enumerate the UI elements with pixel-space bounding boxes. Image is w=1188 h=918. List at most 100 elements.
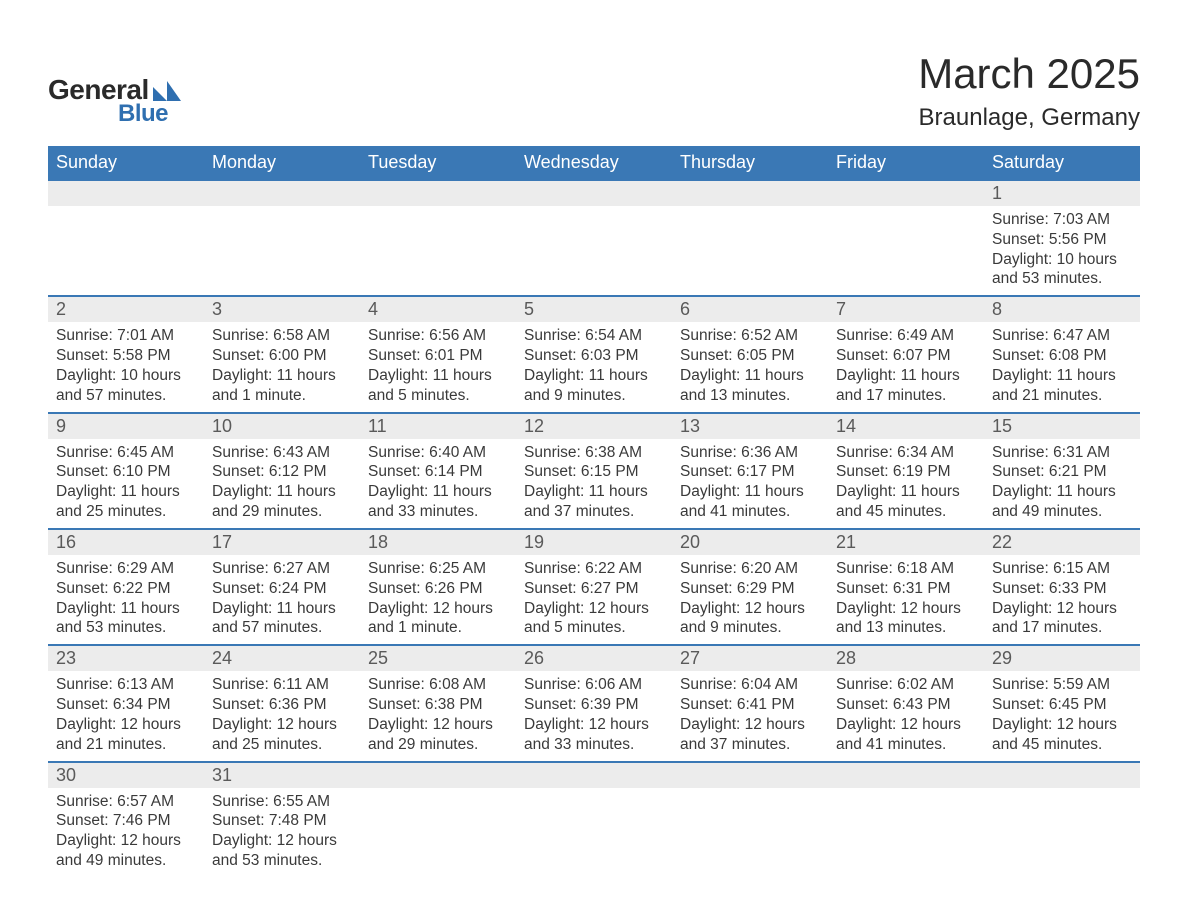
daylight-line: Daylight: 12 hours and 17 minutes. — [992, 599, 1132, 639]
day-number: 13 — [672, 414, 828, 439]
sunrise-line: Sunrise: 7:03 AM — [992, 210, 1132, 230]
sunset-line: Sunset: 6:15 PM — [524, 462, 664, 482]
sunrise-line: Sunrise: 6:18 AM — [836, 559, 976, 579]
weekday-header: Wednesday — [516, 146, 672, 180]
day-details: Sunrise: 6:29 AMSunset: 6:22 PMDaylight:… — [48, 555, 204, 644]
day-details — [828, 788, 984, 864]
day-details: Sunrise: 6:47 AMSunset: 6:08 PMDaylight:… — [984, 322, 1140, 411]
daylight-line: Daylight: 11 hours and 41 minutes. — [680, 482, 820, 522]
calendar-cell: 6Sunrise: 6:52 AMSunset: 6:05 PMDaylight… — [672, 296, 828, 412]
day-number: 30 — [48, 763, 204, 788]
daylight-line: Daylight: 11 hours and 57 minutes. — [212, 599, 352, 639]
day-details — [360, 206, 516, 282]
day-number — [360, 763, 516, 788]
day-details: Sunrise: 6:38 AMSunset: 6:15 PMDaylight:… — [516, 439, 672, 528]
day-details: Sunrise: 6:36 AMSunset: 6:17 PMDaylight:… — [672, 439, 828, 528]
sunrise-line: Sunrise: 6:08 AM — [368, 675, 508, 695]
day-number: 6 — [672, 297, 828, 322]
day-number — [360, 181, 516, 206]
sunset-line: Sunset: 6:08 PM — [992, 346, 1132, 366]
sunset-line: Sunset: 6:31 PM — [836, 579, 976, 599]
sunrise-line: Sunrise: 6:13 AM — [56, 675, 196, 695]
day-details: Sunrise: 7:01 AMSunset: 5:58 PMDaylight:… — [48, 322, 204, 411]
calendar-table: SundayMondayTuesdayWednesdayThursdayFrid… — [48, 146, 1140, 877]
calendar-cell: 21Sunrise: 6:18 AMSunset: 6:31 PMDayligh… — [828, 529, 984, 645]
sunrise-line: Sunrise: 6:36 AM — [680, 443, 820, 463]
calendar-cell: 11Sunrise: 6:40 AMSunset: 6:14 PMDayligh… — [360, 413, 516, 529]
daylight-line: Daylight: 11 hours and 45 minutes. — [836, 482, 976, 522]
sunset-line: Sunset: 6:33 PM — [992, 579, 1132, 599]
sunset-line: Sunset: 6:01 PM — [368, 346, 508, 366]
day-number — [672, 763, 828, 788]
sunrise-line: Sunrise: 6:11 AM — [212, 675, 352, 695]
calendar-cell — [48, 180, 204, 296]
day-details: Sunrise: 6:18 AMSunset: 6:31 PMDaylight:… — [828, 555, 984, 644]
day-details: Sunrise: 6:55 AMSunset: 7:48 PMDaylight:… — [204, 788, 360, 877]
daylight-line: Daylight: 12 hours and 9 minutes. — [680, 599, 820, 639]
calendar-body: 1Sunrise: 7:03 AMSunset: 5:56 PMDaylight… — [48, 180, 1140, 877]
sunrise-line: Sunrise: 6:22 AM — [524, 559, 664, 579]
calendar-cell: 7Sunrise: 6:49 AMSunset: 6:07 PMDaylight… — [828, 296, 984, 412]
day-details: Sunrise: 6:20 AMSunset: 6:29 PMDaylight:… — [672, 555, 828, 644]
day-number: 27 — [672, 646, 828, 671]
day-number: 8 — [984, 297, 1140, 322]
day-details: Sunrise: 6:25 AMSunset: 6:26 PMDaylight:… — [360, 555, 516, 644]
calendar-cell: 18Sunrise: 6:25 AMSunset: 6:26 PMDayligh… — [360, 529, 516, 645]
calendar-cell — [828, 762, 984, 877]
daylight-line: Daylight: 12 hours and 41 minutes. — [836, 715, 976, 755]
sunrise-line: Sunrise: 6:25 AM — [368, 559, 508, 579]
day-number: 12 — [516, 414, 672, 439]
calendar-cell: 31Sunrise: 6:55 AMSunset: 7:48 PMDayligh… — [204, 762, 360, 877]
day-number: 29 — [984, 646, 1140, 671]
calendar-cell: 8Sunrise: 6:47 AMSunset: 6:08 PMDaylight… — [984, 296, 1140, 412]
sunset-line: Sunset: 6:26 PM — [368, 579, 508, 599]
day-details: Sunrise: 6:43 AMSunset: 6:12 PMDaylight:… — [204, 439, 360, 528]
daylight-line: Daylight: 12 hours and 29 minutes. — [368, 715, 508, 755]
calendar-cell — [672, 180, 828, 296]
day-details — [672, 206, 828, 282]
daylight-line: Daylight: 12 hours and 13 minutes. — [836, 599, 976, 639]
day-details: Sunrise: 6:02 AMSunset: 6:43 PMDaylight:… — [828, 671, 984, 760]
day-number: 24 — [204, 646, 360, 671]
sunrise-line: Sunrise: 6:27 AM — [212, 559, 352, 579]
sunrise-line: Sunrise: 6:15 AM — [992, 559, 1132, 579]
day-number: 16 — [48, 530, 204, 555]
weekday-header: Monday — [204, 146, 360, 180]
day-details: Sunrise: 6:40 AMSunset: 6:14 PMDaylight:… — [360, 439, 516, 528]
daylight-line: Daylight: 12 hours and 37 minutes. — [680, 715, 820, 755]
daylight-line: Daylight: 10 hours and 57 minutes. — [56, 366, 196, 406]
calendar-cell: 15Sunrise: 6:31 AMSunset: 6:21 PMDayligh… — [984, 413, 1140, 529]
calendar-cell: 12Sunrise: 6:38 AMSunset: 6:15 PMDayligh… — [516, 413, 672, 529]
day-number: 28 — [828, 646, 984, 671]
page-title: March 2025 — [918, 50, 1140, 98]
day-details: Sunrise: 6:04 AMSunset: 6:41 PMDaylight:… — [672, 671, 828, 760]
calendar-cell: 20Sunrise: 6:20 AMSunset: 6:29 PMDayligh… — [672, 529, 828, 645]
day-details: Sunrise: 6:54 AMSunset: 6:03 PMDaylight:… — [516, 322, 672, 411]
day-number: 3 — [204, 297, 360, 322]
sunrise-line: Sunrise: 6:02 AM — [836, 675, 976, 695]
day-details — [672, 788, 828, 864]
day-number: 4 — [360, 297, 516, 322]
calendar-header: SundayMondayTuesdayWednesdayThursdayFrid… — [48, 146, 1140, 180]
sunrise-line: Sunrise: 6:54 AM — [524, 326, 664, 346]
sunset-line: Sunset: 6:22 PM — [56, 579, 196, 599]
sunset-line: Sunset: 6:12 PM — [212, 462, 352, 482]
calendar-cell — [204, 180, 360, 296]
day-number: 23 — [48, 646, 204, 671]
calendar-cell: 14Sunrise: 6:34 AMSunset: 6:19 PMDayligh… — [828, 413, 984, 529]
sunrise-line: Sunrise: 7:01 AM — [56, 326, 196, 346]
sunset-line: Sunset: 6:41 PM — [680, 695, 820, 715]
day-details — [828, 206, 984, 282]
day-details: Sunrise: 6:31 AMSunset: 6:21 PMDaylight:… — [984, 439, 1140, 528]
sunset-line: Sunset: 6:38 PM — [368, 695, 508, 715]
day-number: 18 — [360, 530, 516, 555]
day-details — [360, 788, 516, 864]
sunrise-line: Sunrise: 6:52 AM — [680, 326, 820, 346]
calendar-row: 9Sunrise: 6:45 AMSunset: 6:10 PMDaylight… — [48, 413, 1140, 529]
day-details: Sunrise: 6:27 AMSunset: 6:24 PMDaylight:… — [204, 555, 360, 644]
calendar-cell: 28Sunrise: 6:02 AMSunset: 6:43 PMDayligh… — [828, 645, 984, 761]
weekday-header: Tuesday — [360, 146, 516, 180]
day-details — [516, 206, 672, 282]
logo: General Blue — [48, 74, 181, 128]
day-number: 15 — [984, 414, 1140, 439]
